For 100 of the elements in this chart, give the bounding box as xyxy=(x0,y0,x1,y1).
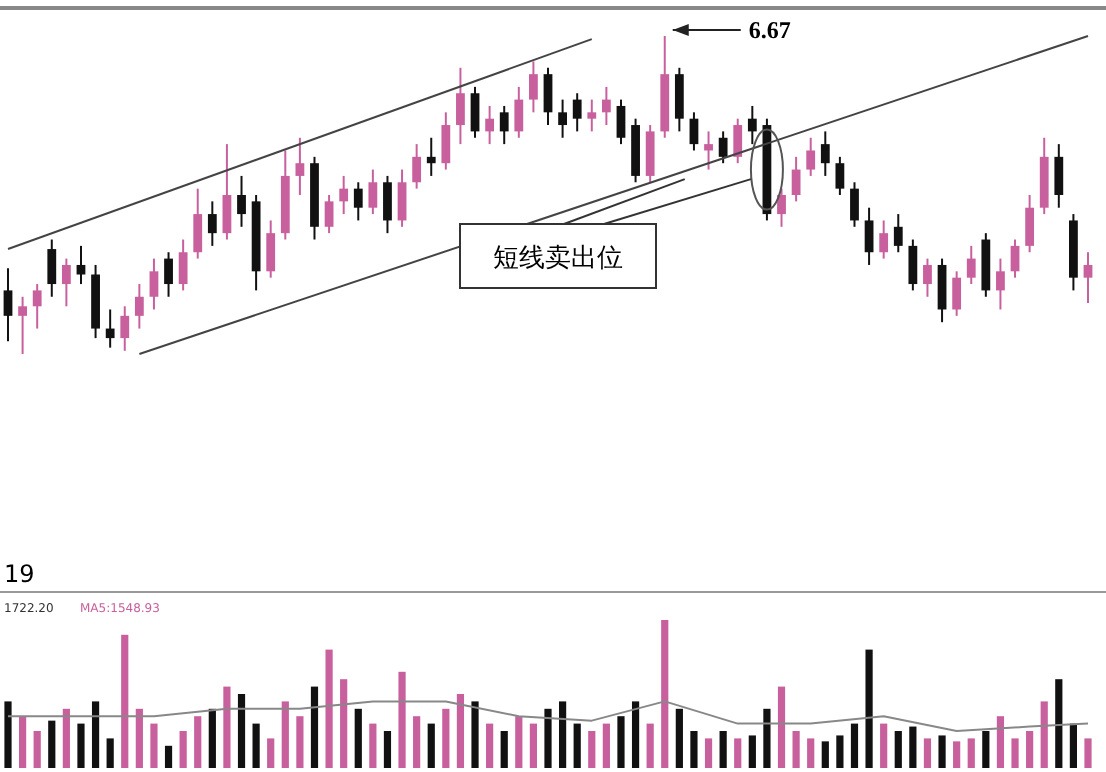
bar xyxy=(456,694,465,768)
candlestick xyxy=(61,257,71,308)
bar xyxy=(617,716,625,768)
candlestick xyxy=(353,181,363,222)
candlestick xyxy=(412,143,422,190)
bar xyxy=(194,716,202,768)
bar xyxy=(996,716,1005,768)
bar xyxy=(1069,723,1078,768)
candlestick xyxy=(485,104,495,146)
bar xyxy=(777,686,786,768)
bar xyxy=(865,649,873,768)
bar xyxy=(1055,679,1063,768)
bar xyxy=(354,708,362,768)
bar xyxy=(529,723,538,768)
bar xyxy=(135,708,143,768)
candlestick xyxy=(893,213,903,254)
bar xyxy=(208,708,216,768)
candlestick xyxy=(645,124,655,184)
candlestick xyxy=(120,305,130,352)
bar xyxy=(150,723,158,768)
candlestick xyxy=(996,257,1005,311)
candlestick xyxy=(383,174,392,235)
bar xyxy=(836,735,844,768)
bar xyxy=(792,731,800,768)
candlestick xyxy=(718,130,728,165)
candlestick xyxy=(543,66,553,127)
candlestick xyxy=(791,155,801,203)
candlestick xyxy=(733,117,743,165)
candlestick xyxy=(178,238,188,292)
bar xyxy=(953,741,961,768)
bar xyxy=(398,671,406,768)
candlestick xyxy=(777,187,786,228)
candlestick xyxy=(966,244,976,286)
bar xyxy=(4,701,12,768)
bar xyxy=(237,694,246,768)
candlestick xyxy=(339,174,349,216)
candlestick xyxy=(47,238,57,298)
bar xyxy=(748,735,756,768)
candlestick xyxy=(368,168,378,216)
bar xyxy=(661,620,669,768)
candlestick xyxy=(164,251,173,298)
candlestick xyxy=(295,136,305,196)
candlestick xyxy=(134,283,144,330)
bar xyxy=(850,723,859,768)
candlestick xyxy=(207,200,217,247)
bar xyxy=(179,731,187,768)
bar xyxy=(471,701,479,768)
bar xyxy=(544,708,552,768)
annotation: 短线卖出位 xyxy=(493,244,623,274)
bar xyxy=(252,723,260,768)
bar xyxy=(631,701,640,768)
bar xyxy=(704,738,713,768)
bar xyxy=(573,723,581,768)
candlestick xyxy=(470,85,480,139)
bar xyxy=(588,731,596,768)
bar xyxy=(325,649,333,768)
candlestick xyxy=(397,168,407,228)
bar xyxy=(340,679,348,768)
bar xyxy=(77,723,85,768)
bar xyxy=(807,738,815,768)
annotation: 6.67 xyxy=(748,16,791,44)
candlestick xyxy=(674,66,684,133)
candlestick xyxy=(324,194,334,235)
bar xyxy=(880,723,888,768)
bar xyxy=(48,720,56,768)
candlestick xyxy=(937,257,947,324)
bar xyxy=(310,686,319,768)
candlestick xyxy=(193,187,203,260)
bar xyxy=(106,738,114,768)
candlestick xyxy=(514,85,524,139)
candlestick xyxy=(105,308,115,349)
candlestick xyxy=(1083,251,1093,305)
candlestick xyxy=(149,257,159,311)
candlestick xyxy=(3,267,13,343)
candlestick xyxy=(76,244,86,286)
bar xyxy=(91,701,100,768)
candlestick xyxy=(587,98,597,133)
candlestick xyxy=(952,270,962,317)
bar xyxy=(267,738,275,768)
bar xyxy=(602,723,610,768)
candlestick xyxy=(850,181,859,228)
candlestick xyxy=(747,104,757,146)
bar xyxy=(558,701,567,768)
bar xyxy=(909,726,917,768)
bar xyxy=(413,716,421,768)
text: 19 xyxy=(4,560,35,588)
candlestick xyxy=(879,219,889,260)
candlestick xyxy=(237,174,246,228)
bar xyxy=(821,741,829,768)
bar xyxy=(369,723,377,768)
bar xyxy=(486,723,494,768)
candlestick xyxy=(806,136,816,177)
candlestick xyxy=(835,155,845,196)
bar xyxy=(383,731,392,768)
candlestick xyxy=(558,98,567,139)
bar xyxy=(1040,701,1048,768)
candlestick xyxy=(32,283,42,330)
candlestick xyxy=(616,98,626,146)
bar xyxy=(675,708,683,768)
bar xyxy=(719,731,727,768)
